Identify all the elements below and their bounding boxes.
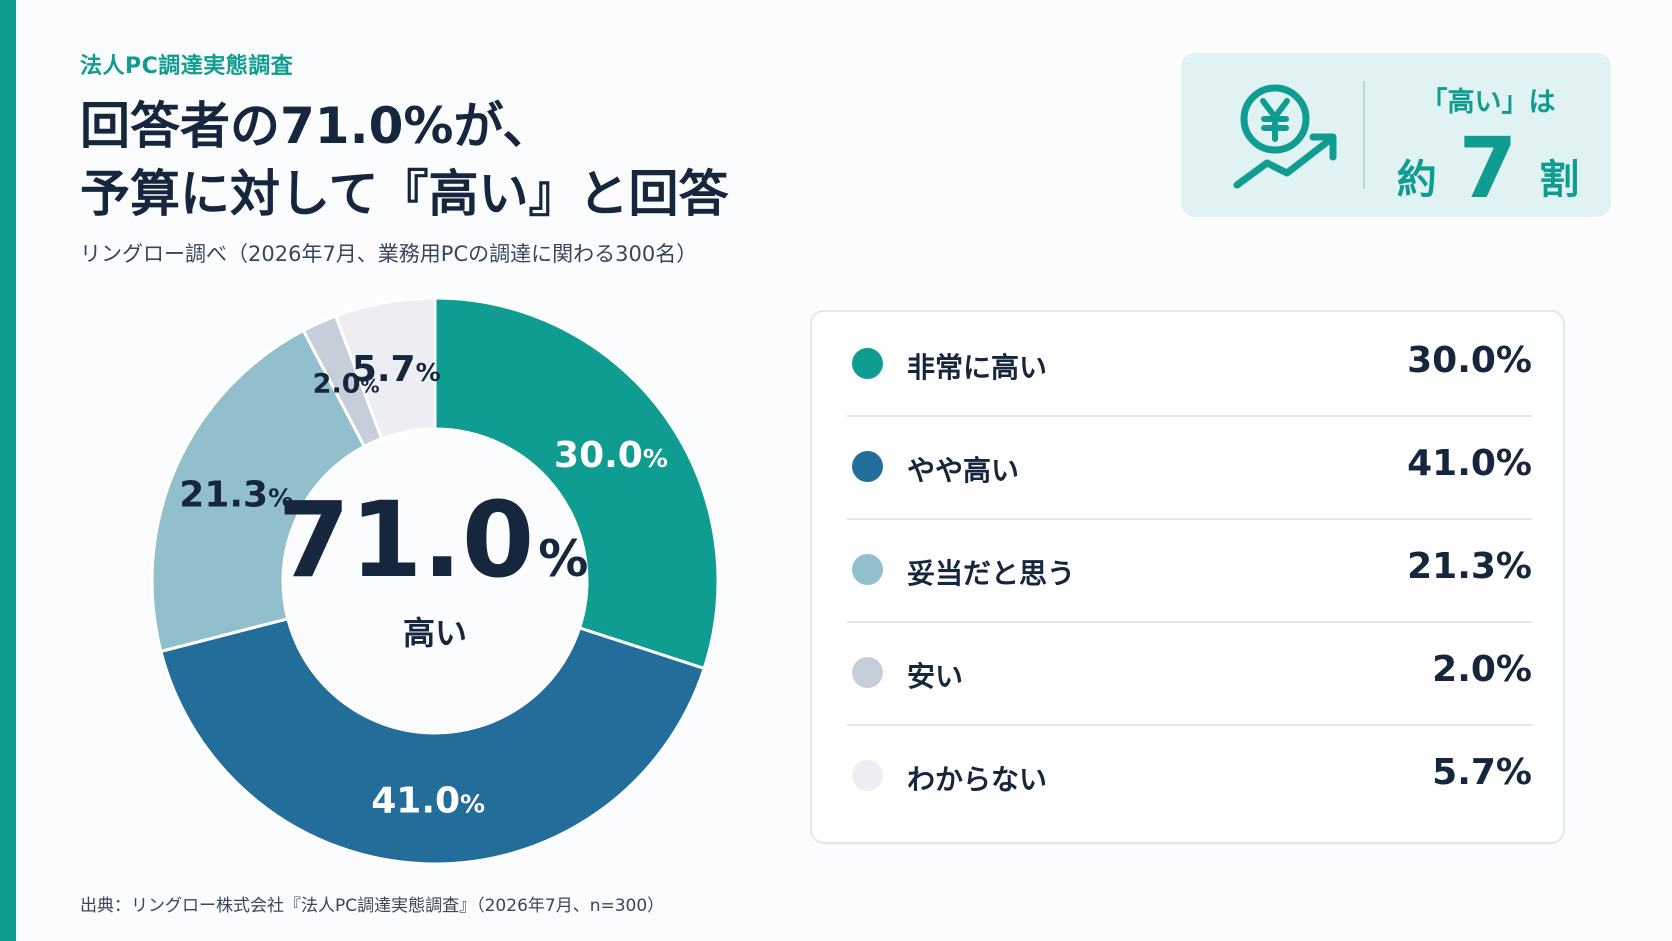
donut-slices [150,296,720,866]
headline: 回答者の71.0%が、 予算に対して『高い』と回答 [80,92,729,228]
legend-label-1: やや高い [907,454,1020,487]
headline-line-2: 予算に対して『高い』と回答 [80,165,729,223]
legend-swatch-1 [852,451,883,482]
legend-label-2: 妥当だと思う [907,557,1076,590]
donut-slice-label-value-0: 30.0 [554,435,643,476]
donut-slice-label-0: 30.0% [554,435,668,476]
legend-value-0: 30.0% [1407,340,1532,381]
donut-slice-0 [433,296,720,671]
accent-bar [0,0,16,941]
callout-title: 「高い」は [1420,87,1556,118]
yen-coin-trend-up-icon [1233,84,1337,189]
donut-slice-label-1: 41.0% [371,780,485,821]
legend-label-3: 安い [907,660,964,693]
legend-value-1: 41.0% [1407,443,1532,484]
donut-slice-label-unit-3: % [361,375,380,397]
donut-slice-label-4: 5.7% [352,349,441,390]
donut-center-label: 高い [403,614,467,652]
donut-slice-label-value-1: 41.0 [371,780,460,821]
legend-panel: 非常に高い 30.0% やや高い 41.0% 妥当だと思う 21.3% 安い 2.0% わからな… [810,310,1565,844]
legend-item-0: 非常に高い 30.0% [847,312,1532,417]
donut-slice-1 [159,616,707,866]
donut-slice-label-unit-4: % [416,358,441,387]
subtitle: リングロー調べ（2026年7月、業務用PCの調達に関わる300名） [80,242,698,266]
callout-prefix: 約 [1396,157,1437,203]
donut-slice-label-2: 21.3% [179,475,293,516]
legend-value-4: 5.7% [1432,752,1532,793]
headline-line-1: 回答者の71.0%が、 [80,97,553,155]
donut-center-number: 71.0 [278,479,535,601]
donut-slice-label-3: 2.0% [313,368,380,399]
callout-number: 7 [1458,119,1518,217]
donut-slice-label-unit-2: % [268,484,293,513]
donut-slice-label-value-3: 2.0 [313,368,361,399]
legend-swatch-2 [852,554,883,585]
callout-divider [1363,81,1365,189]
donut-chart: 30.0%41.0%21.3%2.0%5.7% 71.0% 高い [150,296,720,866]
donut-slice-label-value-4: 5.7 [352,349,416,390]
legend-swatch-0 [852,348,883,379]
legend-value-3: 2.0% [1432,649,1532,690]
callout-suffix: 割 [1539,157,1580,203]
legend-label-0: 非常に高い [907,351,1048,384]
survey-kicker: 法人PC調達実態調査 [80,54,294,79]
donut-slice-label-unit-1: % [460,789,485,818]
legend-value-2: 21.3% [1407,546,1532,587]
donut-center-value: 71.0% [278,479,589,601]
legend-item-4: わからない 5.7% [847,724,1532,827]
donut-slice-4 [333,296,437,441]
donut-slice-labels: 30.0%41.0%21.3%2.0%5.7% [179,349,668,821]
legend-item-3: 安い 2.0% [847,621,1532,726]
donut-slice-label-unit-0: % [643,444,668,473]
legend-label-4: わからない [907,763,1048,796]
legend-swatch-4 [852,760,883,791]
legend-item-2: 妥当だと思う 21.3% [847,518,1532,623]
legend-swatch-3 [852,657,883,688]
donut-slice-label-value-2: 21.3 [179,475,268,516]
donut-center-unit: % [538,530,588,588]
source-note: 出典：リングロー株式会社『法人PC調達実態調査』（2026年7月、n=300） [80,896,665,916]
legend-item-1: やや高い 41.0% [847,415,1532,520]
donut-slice-2 [150,328,367,654]
